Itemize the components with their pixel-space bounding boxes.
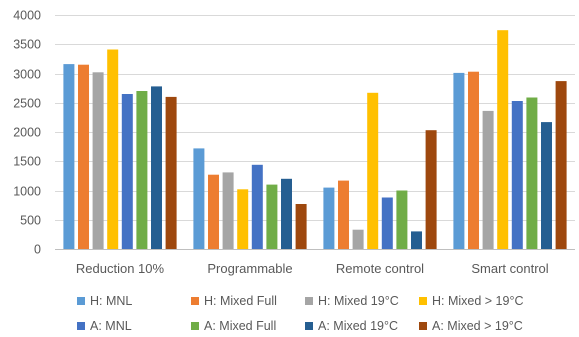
bar	[411, 231, 422, 249]
y-axis-tick-labels: 0 500 1000 1500 2000 2500 3000 3500 4000	[13, 9, 41, 257]
legend-swatch	[77, 322, 85, 330]
legend-label: H: MNL	[90, 294, 133, 308]
bar	[541, 122, 552, 249]
bar	[121, 94, 133, 249]
legend-item: A: Mixed > 19°C	[419, 318, 523, 334]
bar	[497, 30, 509, 250]
legend-swatch	[191, 322, 199, 330]
legend-item: H: Mixed > 19°C	[419, 293, 524, 309]
y-tick-label: 4000	[13, 9, 41, 23]
legend-item: H: Mixed Full	[191, 293, 277, 309]
bar	[222, 172, 234, 249]
bar	[78, 64, 89, 249]
legend: H: MNL H: Mixed Full H: Mixed 19°C H: Mixed…	[0, 288, 579, 337]
bar	[396, 190, 408, 249]
x-category-label: Smart control	[471, 261, 548, 276]
bar	[63, 64, 75, 249]
bar	[193, 148, 205, 249]
legend-label: A: Mixed > 19°C	[432, 319, 523, 333]
bar	[511, 101, 523, 249]
bar	[453, 72, 465, 250]
bar	[237, 189, 249, 249]
bar	[425, 130, 437, 249]
legend-item: A: MNL	[77, 318, 132, 334]
legend-label: H: Mixed 19°C	[318, 294, 399, 308]
legend-item: H: MNL	[77, 293, 132, 309]
bar	[367, 92, 379, 249]
bar	[151, 86, 162, 250]
bar	[468, 71, 479, 249]
gridlines	[55, 15, 575, 250]
x-category-label: Reduction 10%	[76, 261, 165, 276]
bar	[251, 164, 263, 249]
y-tick-label: 0	[34, 243, 41, 257]
x-category-label: Programmable	[207, 261, 292, 276]
legend-item: A: Mixed 19°C	[305, 318, 398, 334]
legend-swatch	[305, 297, 313, 305]
bars	[63, 30, 567, 250]
y-tick-label: 3000	[13, 68, 41, 82]
legend-swatch	[191, 297, 199, 305]
legend-item: A: Mixed Full	[191, 318, 276, 334]
y-tick-label: 1500	[13, 155, 41, 169]
bar	[482, 110, 494, 250]
bar-chart: 0 500 1000 1500 2000 2500 3000 3500 4000 Reducti…	[13, 9, 575, 276]
legend-label: H: Mixed > 19°C	[432, 294, 524, 308]
legend-label: H: Mixed Full	[204, 294, 277, 308]
bar	[165, 96, 177, 250]
bar	[323, 187, 335, 249]
bar	[338, 180, 349, 249]
bar	[208, 174, 219, 249]
y-tick-label: 2500	[13, 97, 41, 111]
legend-label: A: MNL	[90, 319, 132, 333]
bar	[526, 97, 538, 249]
bar	[281, 178, 292, 249]
legend-swatch	[305, 322, 313, 330]
bar	[92, 72, 104, 249]
legend-swatch	[77, 297, 85, 305]
bar	[295, 204, 307, 249]
bar	[107, 49, 119, 249]
bar	[266, 184, 278, 249]
x-axis-category-labels: Reduction 10% Programmable Remote control S…	[76, 261, 549, 276]
y-tick-label: 2000	[13, 126, 41, 140]
legend-swatch	[419, 322, 427, 330]
y-tick-label: 1000	[13, 185, 41, 199]
y-tick-label: 3500	[13, 38, 41, 52]
bar	[136, 91, 148, 249]
legend-item: H: Mixed 19°C	[305, 293, 399, 309]
legend-label: A: Mixed 19°C	[318, 319, 399, 333]
legend-swatch	[419, 297, 427, 305]
legend-label: A: Mixed Full	[204, 319, 277, 333]
x-category-label: Remote control	[336, 261, 424, 276]
y-tick-label: 500	[20, 214, 41, 228]
bar	[555, 81, 567, 249]
bar	[381, 197, 393, 249]
bar	[352, 229, 364, 249]
